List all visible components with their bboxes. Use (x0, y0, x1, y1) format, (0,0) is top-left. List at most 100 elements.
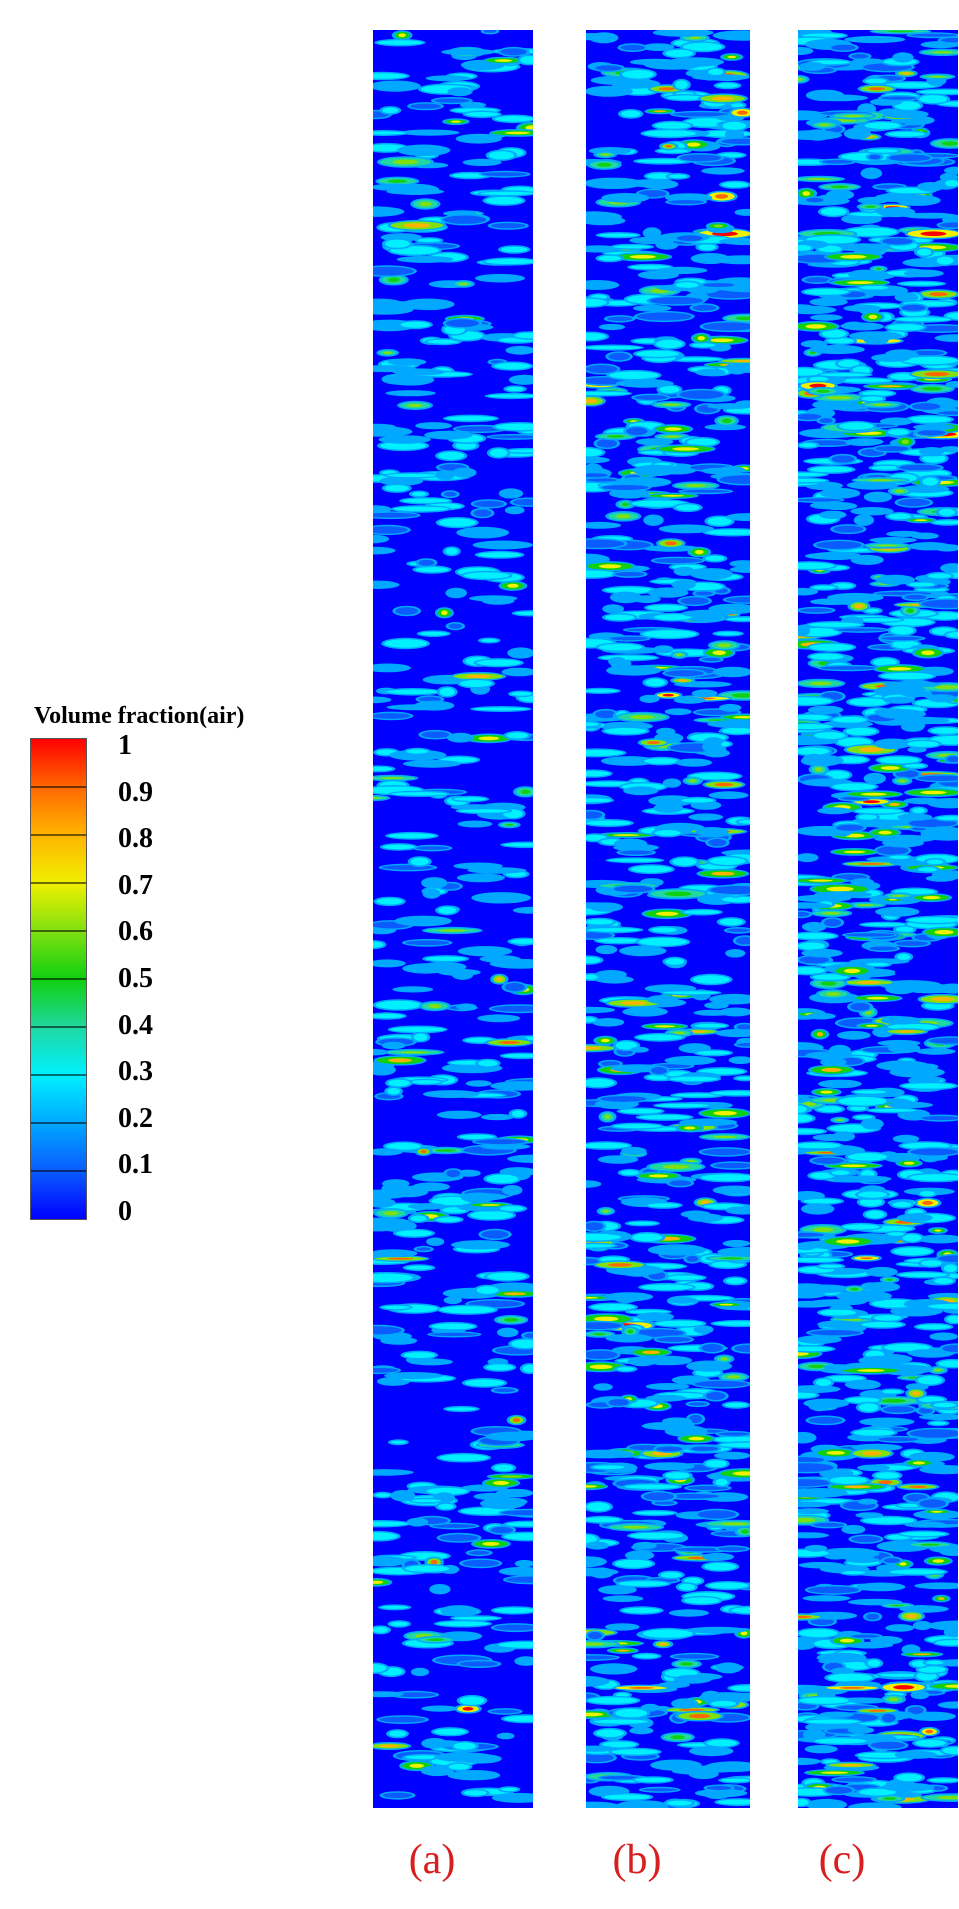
bubble-streak (586, 346, 641, 350)
bubble-streak (665, 1418, 689, 1424)
bubble-streak (504, 1715, 533, 1722)
bubble-streak (895, 941, 929, 946)
bubble-streak (433, 98, 470, 103)
bubble-streak (798, 111, 825, 119)
bubble-core (697, 336, 705, 341)
bubble-streak (622, 70, 654, 79)
bubble-streak (413, 1669, 427, 1675)
bubble-streak (587, 87, 630, 96)
bubble-core (670, 1735, 685, 1740)
bubble-streak (656, 646, 671, 652)
bubble-streak (938, 1360, 958, 1367)
bubble-streak (698, 370, 723, 375)
bubble-streak (506, 449, 533, 453)
bubble-streak (859, 1198, 883, 1207)
bubble-streak (659, 729, 673, 734)
bubble-streak (945, 180, 958, 187)
bubble-streak (838, 360, 860, 368)
bubble-streak (726, 617, 750, 621)
bubble-streak (586, 1557, 604, 1566)
bubble-streak (719, 1442, 750, 1448)
bubble-streak (870, 1741, 906, 1749)
bubble-streak (681, 1044, 708, 1052)
bubble-streak (691, 814, 721, 820)
bubble-streak (866, 774, 883, 783)
bubble-streak (798, 1386, 838, 1392)
contour-panel-b (586, 30, 750, 1808)
bubble-core (906, 608, 914, 613)
bubble-streak (669, 1180, 692, 1186)
bubble-streak (850, 1002, 871, 1011)
bubble-streak (814, 1738, 867, 1744)
bubble-core (826, 992, 841, 996)
bubble-streak (515, 908, 533, 913)
bubble-core (403, 223, 431, 228)
bubble-streak (668, 174, 688, 179)
bubble-streak (373, 1199, 393, 1207)
bubble-streak (439, 687, 455, 697)
bubble-streak (373, 941, 384, 948)
bubble-streak (911, 403, 941, 410)
bubble-core (719, 1303, 734, 1306)
bubble-streak (838, 378, 891, 383)
bubble-streak (387, 1088, 400, 1095)
bubble-streak (799, 956, 830, 964)
bubble-streak (373, 960, 403, 966)
bubble-streak (622, 947, 664, 955)
bubble-core (664, 427, 682, 431)
bubble-streak (672, 1654, 717, 1659)
bubble-streak (701, 1344, 723, 1352)
bubble-streak (798, 1509, 826, 1513)
bubble-streak (948, 382, 958, 387)
bubble-streak (586, 333, 607, 340)
bubble-streak (661, 525, 712, 532)
bubble-streak (696, 1050, 730, 1055)
bubble-streak (647, 1463, 692, 1469)
bubble-streak (805, 1731, 823, 1738)
bubble-streak (918, 1666, 946, 1673)
bubble-streak (730, 367, 744, 374)
bubble-streak (475, 542, 530, 548)
bubble-streak (381, 436, 428, 443)
bubble-core (731, 693, 750, 698)
bubble-streak (592, 33, 616, 42)
bubble-streak (806, 1400, 847, 1407)
bubble-streak (709, 404, 750, 408)
bubble-streak (812, 346, 862, 353)
bubble-core (722, 418, 732, 424)
bubble-streak (882, 418, 911, 424)
bubble-streak (598, 643, 643, 651)
bubble-streak (893, 1307, 940, 1315)
bubble-core (664, 435, 680, 438)
bubble-streak (798, 697, 832, 705)
bubble-streak (873, 658, 897, 667)
bubble-streak (418, 559, 435, 566)
bubble-streak (416, 1247, 431, 1251)
legend-tick-label: 0 (118, 1196, 132, 1227)
bubble-streak (676, 1676, 710, 1683)
bubble-streak (605, 1596, 641, 1601)
bubble-streak (918, 90, 958, 94)
bubble-core (673, 1031, 685, 1035)
bubble-streak (798, 854, 816, 861)
bubble-streak (586, 1244, 615, 1248)
bubble-core (865, 205, 876, 208)
bubble-streak (377, 40, 423, 45)
bubble-streak (486, 1174, 519, 1184)
bubble-streak (863, 169, 880, 178)
bubble-streak (632, 1233, 663, 1242)
bubble-streak (663, 991, 719, 995)
bubble-core (383, 1211, 399, 1216)
bubble-streak (586, 919, 614, 925)
bubble-streak (595, 1019, 622, 1026)
bubble-streak (717, 1453, 748, 1458)
bubble-streak (728, 514, 750, 520)
bubble-streak (798, 1799, 809, 1806)
bubble-core (899, 1562, 907, 1566)
bubble-streak (725, 597, 750, 603)
bubble-streak (804, 289, 849, 295)
contour-panel-c (798, 30, 958, 1808)
bubble-streak (586, 1322, 622, 1329)
bubble-streak (373, 1470, 411, 1475)
bubble-streak (847, 37, 903, 42)
